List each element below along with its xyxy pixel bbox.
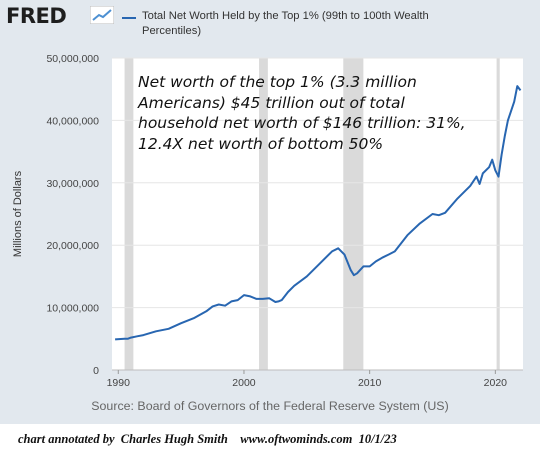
y-tick-label: 10,000,000: [46, 303, 99, 315]
recession-band: [343, 58, 364, 370]
x-tick-label: 2020: [484, 377, 508, 389]
chart-annotation: Net worth of the top 1% (3.3 million Ame…: [138, 73, 466, 153]
legend-label: Total Net Worth Held by the Top 1% (99th…: [142, 10, 429, 37]
y-tick-label: 40,000,000: [46, 115, 99, 127]
recession-band: [124, 58, 134, 370]
series-line: [115, 85, 522, 341]
fred-logo[interactable]: FRED: [6, 4, 67, 28]
y-axis-label: Millions of Dollars: [12, 170, 24, 257]
footer-credit: chart annotated by Charles Hugh Smith ww…: [18, 432, 397, 446]
y-tick-label: 50,000,000: [46, 53, 99, 65]
source-note[interactable]: Source: Board of Governors of the Federa…: [91, 399, 449, 413]
x-tick-label: 2010: [358, 377, 382, 389]
plot-area: [112, 58, 523, 370]
recession-band: [496, 58, 500, 370]
y-tick-label: 20,000,000: [46, 240, 99, 252]
y-tick-label: 0: [93, 365, 99, 377]
y-tick-label: 30,000,000: [46, 178, 99, 190]
trend-line-icon: [90, 6, 114, 24]
x-tick-label: 2000: [232, 377, 256, 389]
legend-swatch: [122, 17, 136, 19]
line-chart: 0 10,000,000 20,000,000 30,000,000 40,000,00…: [12, 53, 523, 389]
recession-band: [259, 58, 268, 370]
x-tick-label: 1990: [107, 377, 131, 389]
